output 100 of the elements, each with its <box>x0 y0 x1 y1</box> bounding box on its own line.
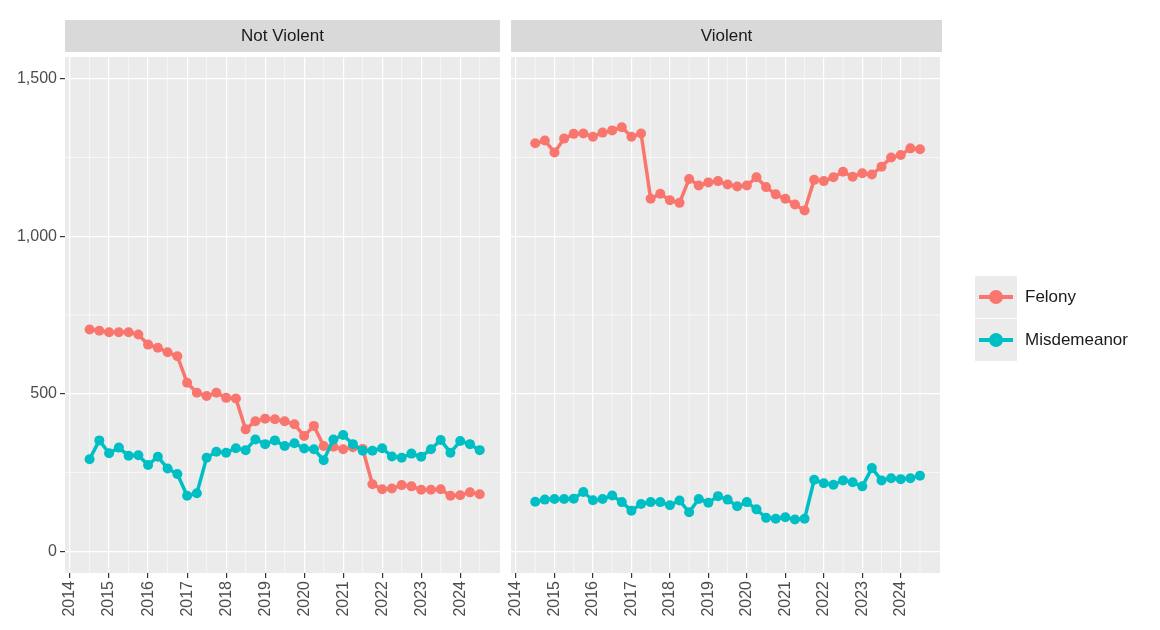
point <box>201 390 212 401</box>
point <box>568 493 579 504</box>
point <box>172 469 183 480</box>
point <box>211 387 222 398</box>
y-tick-label: 1,500 <box>16 69 58 87</box>
x-tick-label: 2016 <box>583 580 601 617</box>
point <box>367 479 378 490</box>
point <box>818 176 829 187</box>
point <box>406 481 417 492</box>
point <box>445 447 456 458</box>
point <box>626 505 637 516</box>
x-tick-label: 2024 <box>891 580 909 617</box>
x-tick-label: 2024 <box>450 580 468 617</box>
point <box>425 484 436 495</box>
point <box>741 180 752 191</box>
point <box>162 347 173 358</box>
point <box>789 514 800 525</box>
point <box>386 451 397 462</box>
point <box>182 377 193 388</box>
point <box>260 413 271 424</box>
point <box>455 436 466 447</box>
point <box>250 434 261 445</box>
x-tick-label: 2018 <box>216 580 234 617</box>
point <box>308 420 319 431</box>
point <box>464 487 475 498</box>
point <box>201 452 212 463</box>
point <box>539 494 550 505</box>
point <box>211 446 222 457</box>
point <box>866 463 877 474</box>
point <box>732 501 743 512</box>
point <box>182 490 193 501</box>
chart-title: Violent <box>511 20 942 52</box>
point <box>308 444 319 455</box>
point <box>455 490 466 501</box>
x-tick-label: 2021 <box>775 580 793 617</box>
point <box>809 174 820 185</box>
point <box>780 512 791 523</box>
x-tick-label: 2023 <box>411 580 429 617</box>
point <box>761 512 772 523</box>
x-tick-label: 2020 <box>294 580 312 617</box>
point <box>587 495 598 506</box>
point <box>230 393 241 404</box>
point <box>191 488 202 499</box>
point <box>172 351 183 362</box>
point <box>607 125 618 136</box>
point <box>895 149 906 160</box>
y-tick-label: 1,000 <box>16 226 58 244</box>
point <box>152 342 163 353</box>
point <box>914 470 925 481</box>
point <box>143 339 154 350</box>
x-tick-label: 2019 <box>698 580 716 617</box>
point <box>84 324 95 335</box>
point <box>674 197 685 208</box>
point <box>191 387 202 398</box>
point <box>684 507 695 518</box>
point <box>289 419 300 430</box>
point <box>713 491 723 502</box>
point <box>104 448 115 459</box>
point <box>655 497 666 508</box>
point <box>152 451 163 462</box>
point <box>318 455 329 466</box>
x-tick-label: 2014 <box>60 580 78 617</box>
point <box>260 439 271 450</box>
point <box>828 172 839 183</box>
x-tick-label: 2015 <box>544 580 562 617</box>
point <box>94 435 105 446</box>
point <box>886 152 897 163</box>
point <box>799 513 810 524</box>
point <box>914 144 925 155</box>
point <box>780 193 791 204</box>
point <box>616 497 627 508</box>
point <box>377 443 388 454</box>
point <box>367 445 378 456</box>
point <box>674 495 685 506</box>
point <box>94 325 105 336</box>
legend-label: Felony <box>1025 286 1077 307</box>
point <box>616 122 627 133</box>
chart-title: Not Violent <box>65 20 500 52</box>
point <box>530 496 541 507</box>
point <box>133 450 144 461</box>
point <box>597 127 608 138</box>
point <box>113 327 124 338</box>
legend-label: Misdemeanor <box>1025 329 1128 350</box>
point <box>809 474 820 485</box>
x-tick-label: 2016 <box>138 580 156 617</box>
point <box>799 205 810 216</box>
point <box>549 147 560 158</box>
point <box>133 329 144 340</box>
point <box>435 435 446 446</box>
point <box>113 442 124 453</box>
point <box>338 444 349 455</box>
point <box>230 443 241 454</box>
x-tick-label: 2018 <box>660 580 678 617</box>
x-tick-label: 2017 <box>621 580 639 617</box>
point <box>474 489 485 500</box>
point <box>857 168 868 179</box>
point <box>299 443 310 454</box>
x-tick-label: 2022 <box>372 580 390 617</box>
point <box>713 176 723 187</box>
point <box>445 490 456 501</box>
